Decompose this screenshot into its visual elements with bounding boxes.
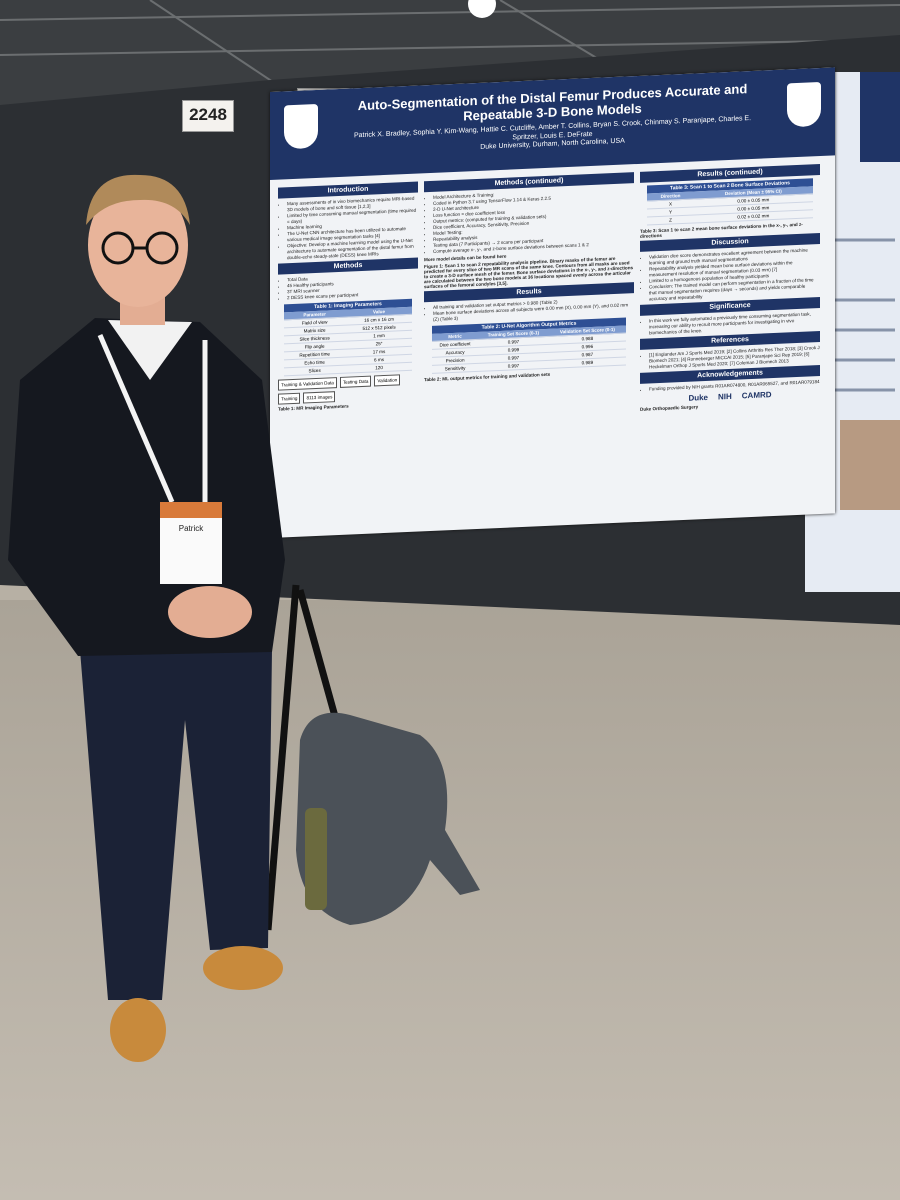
neighbor-poster-figure: [840, 420, 900, 510]
booth-number: 2248: [182, 100, 234, 132]
backpack: [296, 712, 480, 925]
neighbor-poster-header: [860, 72, 900, 162]
name-badge: Patrick: [160, 502, 222, 584]
easel: [264, 584, 340, 931]
ceiling-light: [468, 0, 496, 18]
hair: [86, 174, 190, 225]
glasses: [101, 231, 179, 265]
shoe: [203, 946, 283, 990]
badge-name: Patrick: [178, 524, 204, 533]
trousers: [80, 650, 272, 1000]
hands: [168, 586, 252, 638]
bottle: [305, 808, 327, 910]
face: [88, 183, 188, 307]
ceiling-beams: [0, 0, 900, 101]
shirt-collar: [108, 320, 192, 380]
lanyard: [97, 334, 208, 503]
shoe: [110, 998, 166, 1062]
